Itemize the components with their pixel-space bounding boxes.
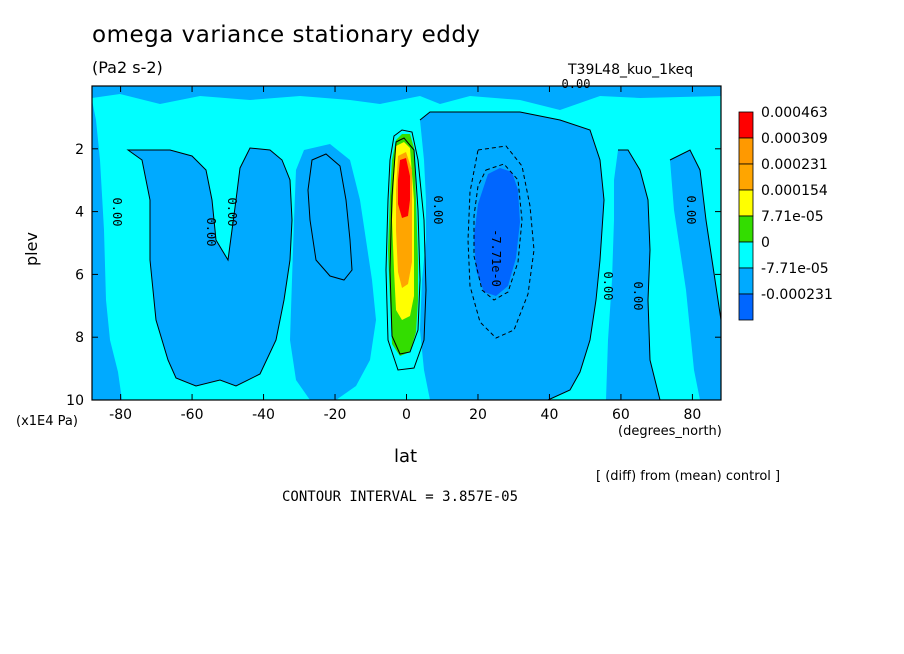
contour-pos-outer bbox=[385, 129, 427, 371]
contour-label: 0.00 bbox=[631, 282, 645, 311]
colorbar-label: 0.000463 bbox=[761, 105, 828, 121]
contour-pos-inner bbox=[389, 137, 421, 355]
colorbar-label: -7.71e-05 bbox=[761, 261, 829, 277]
colorbar-swatch bbox=[738, 215, 754, 243]
x-tick-label: -40 bbox=[252, 407, 275, 423]
colorbar-swatch bbox=[738, 241, 754, 269]
y-tick-label: 10 bbox=[66, 393, 84, 409]
y-tick-label: 6 bbox=[75, 267, 84, 283]
field-neg-central-west bbox=[290, 144, 376, 400]
contour-label: 0.00 bbox=[431, 196, 445, 225]
y-axis-unit: (x1E4 Pa) bbox=[16, 414, 78, 429]
field-pos-plume-red bbox=[398, 158, 410, 218]
x-tick-label: -20 bbox=[324, 407, 347, 423]
field-neg-left-column bbox=[92, 100, 122, 400]
colorbar-swatch bbox=[738, 189, 754, 217]
field-strong-neg-blob bbox=[474, 168, 520, 296]
contour-label: 0.00 bbox=[562, 77, 591, 91]
contour-zero-east bbox=[419, 111, 605, 400]
contour-zero-far-east bbox=[669, 149, 721, 321]
x-tick-label: -80 bbox=[109, 407, 132, 423]
contour-label: 0.00 bbox=[684, 196, 698, 225]
contour-label: -7.71e-0 bbox=[489, 229, 503, 287]
axes: -80 -60 -40 -20 0 20 40 60 80 2 4 6 8 10 bbox=[66, 86, 721, 423]
field-neg-east-col bbox=[606, 150, 660, 400]
colorbar-swatch bbox=[738, 293, 754, 321]
contour-zero-west bbox=[126, 147, 293, 387]
x-tick-label: 40 bbox=[541, 407, 559, 423]
y-tick-label: 2 bbox=[75, 142, 84, 158]
x-axis-unit: (degrees_north) bbox=[618, 424, 722, 439]
contour-label: 0.00 bbox=[110, 198, 124, 227]
contour-neg-dashed-inner bbox=[473, 163, 523, 301]
contour-interval: CONTOUR INTERVAL = 3.857E-05 bbox=[282, 489, 519, 505]
colorbar-label: 0.000309 bbox=[761, 131, 828, 147]
chart-title: omega variance stationary eddy bbox=[92, 22, 481, 48]
x-axis-label: lat bbox=[394, 446, 418, 467]
colorbar-label: 0 bbox=[761, 235, 770, 251]
colorbar: 0.000463 0.000309 0.000231 0.000154 7.71e-05… bbox=[738, 105, 833, 321]
plot-area bbox=[92, 86, 721, 400]
x-tick-label: 80 bbox=[683, 407, 701, 423]
x-tick-label: -60 bbox=[181, 407, 204, 423]
field-neg-top-strip bbox=[92, 86, 721, 110]
chart-units: (Pa2 s-2) bbox=[92, 58, 163, 77]
contour-label: 0.00 bbox=[225, 198, 239, 227]
field-neg-far-east bbox=[670, 150, 721, 400]
colorbar-swatch bbox=[738, 137, 754, 165]
run-name: T39L48_kuo_1keq bbox=[568, 62, 694, 78]
colorbar-label: 0.000154 bbox=[761, 183, 828, 199]
y-tick-label: 8 bbox=[75, 330, 84, 346]
colorbar-swatch bbox=[738, 163, 754, 191]
x-tick-label: 20 bbox=[469, 407, 487, 423]
contour-label: 0.00 bbox=[204, 218, 218, 247]
contour-west-ring bbox=[307, 153, 353, 281]
contour-zero-east-col bbox=[618, 149, 661, 400]
field-neg-west-blob bbox=[128, 148, 292, 386]
diff-note: [ (diff) from (mean) control ] bbox=[596, 469, 781, 484]
colorbar-label: 7.71e-05 bbox=[761, 209, 824, 225]
colorbar-label: -0.000231 bbox=[761, 287, 833, 303]
contour-lines bbox=[126, 111, 721, 400]
x-tick-label: 60 bbox=[612, 407, 630, 423]
contour-label-layer: 0.00 0.00 0.00 0.00 0.00 0.00 0.00 0.00 -7.71e-0 bbox=[110, 77, 698, 310]
colorbar-label: 0.000231 bbox=[761, 157, 828, 173]
x-tick-label: 0 bbox=[402, 407, 411, 423]
colorbar-swatch bbox=[738, 111, 754, 139]
y-tick-label: 4 bbox=[75, 205, 84, 221]
colorbar-swatch bbox=[738, 267, 754, 295]
contour-label: 0.00 bbox=[601, 272, 615, 301]
